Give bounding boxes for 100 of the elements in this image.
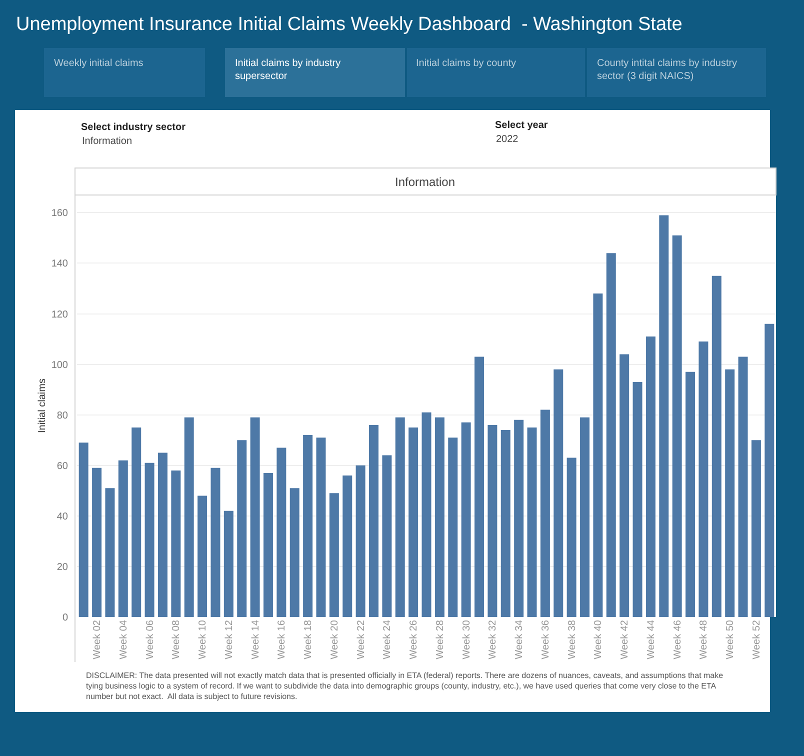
x-tick-label: Week 22 <box>356 620 367 660</box>
text: Initial claims by county <box>416 58 516 69</box>
x-tick-label: Week 16 <box>276 620 288 660</box>
bar <box>184 417 194 617</box>
y-tick-label: 100 <box>51 360 68 371</box>
text: County intital claims by industry sector (3 digit NAICS) <box>597 58 738 82</box>
bar <box>118 460 128 617</box>
bar <box>395 417 405 617</box>
x-tick-label: Week 18 <box>303 620 314 660</box>
x-tick-label: Week 32 <box>488 620 499 660</box>
y-tick-label: 0 <box>62 612 68 624</box>
x-tick-label: Week 40 <box>593 620 604 660</box>
bar <box>620 354 630 617</box>
bar <box>514 420 524 617</box>
bar <box>422 412 432 617</box>
chart-subtitle: Information <box>395 175 456 189</box>
bar <box>303 435 313 617</box>
x-tick-label: Week 34 <box>514 620 526 660</box>
bar <box>764 324 774 617</box>
bar <box>144 462 154 617</box>
x-tick-label: Week 06 <box>144 620 156 660</box>
bar <box>369 424 378 617</box>
bar <box>659 215 669 617</box>
bar <box>474 356 484 617</box>
x-tick-label: Week 48 <box>698 620 710 660</box>
bar <box>593 294 603 617</box>
y-tick-label: 80 <box>56 410 68 422</box>
text: DISCLAIMER: The data presented will not exactly match data that is presented officially in ETA (federal) reports. There are dozens of nuances, caveats, and assumptions that make tying business logic to a system of record. If we want to subdivide the data into demographic groups (county, industry, etc.), we have used queries that come very close to the ETA number but not exact. All data is subject to future revisions. <box>86 671 724 701</box>
x-tick-label: Week 14 <box>250 620 262 660</box>
x-tick-label: Week 38 <box>566 620 578 660</box>
bar <box>461 422 471 617</box>
bar <box>527 427 537 617</box>
x-tick-label: Week 46 <box>672 620 684 660</box>
bar <box>632 382 642 617</box>
bar <box>566 458 576 617</box>
bar <box>500 430 510 617</box>
bar <box>488 424 498 617</box>
bar <box>105 488 115 617</box>
x-tick-label: Week 02 <box>92 620 104 660</box>
bar <box>606 253 616 617</box>
y-tick-label: 60 <box>56 460 68 472</box>
y-tick-label: 140 <box>51 258 68 270</box>
y-tick-label: 40 <box>56 511 68 522</box>
bar <box>132 427 142 617</box>
x-tick-label: Week 26 <box>408 620 420 660</box>
bar <box>434 417 444 617</box>
bar <box>646 336 656 617</box>
x-tick-label: Week 42 <box>620 620 631 660</box>
text: Select industry sector <box>81 122 186 133</box>
bar <box>316 438 326 617</box>
y-tick-label: 160 <box>51 208 68 220</box>
bar <box>171 470 181 617</box>
bar <box>580 417 590 617</box>
x-tick-label: Week 50 <box>725 620 736 660</box>
bar <box>290 488 300 617</box>
bar <box>263 472 273 617</box>
x-tick-label: Week 36 <box>540 620 552 660</box>
bar <box>725 369 735 617</box>
bar <box>92 468 102 617</box>
x-tick-label: Week 30 <box>461 620 472 660</box>
x-tick-label: Week 24 <box>382 620 394 660</box>
text: 2022 <box>496 134 519 145</box>
bar <box>198 496 208 617</box>
text: Select year <box>495 120 548 131</box>
y-tick-label: 120 <box>51 309 68 320</box>
x-tick-label: Week 20 <box>329 620 340 660</box>
x-tick-label: Week 28 <box>434 620 446 660</box>
bar <box>540 410 550 617</box>
bar <box>158 452 168 617</box>
bar <box>448 438 458 617</box>
bar <box>698 342 708 617</box>
bar <box>738 356 748 617</box>
y-axis-title: Initial claims <box>37 378 48 433</box>
bar <box>250 417 260 617</box>
text: Weekly initial claims <box>54 58 144 69</box>
y-tick-label: 20 <box>56 562 68 573</box>
bar <box>712 276 722 617</box>
x-tick-label: Week 08 <box>171 620 182 660</box>
x-tick-label: Week 52 <box>751 620 762 660</box>
x-tick-label: Week 10 <box>198 620 209 660</box>
text: Information <box>82 136 132 147</box>
text: Initial claims by industry supersector <box>235 58 341 82</box>
bar <box>382 455 392 617</box>
x-tick-label: Week 12 <box>224 620 235 660</box>
bar <box>237 440 247 617</box>
bar <box>342 475 352 617</box>
bar <box>408 427 418 617</box>
bar <box>751 440 761 617</box>
bar <box>329 493 339 617</box>
bar <box>210 468 220 617</box>
bar <box>224 510 234 617</box>
x-tick-label: Week 44 <box>646 620 657 660</box>
x-tick-label: Week 04 <box>118 620 130 660</box>
chart-title: Unemployment Insurance Initial Claims Weekly Dashboard - Washington State <box>16 14 682 35</box>
bar <box>276 448 286 617</box>
bar <box>686 372 696 617</box>
bar <box>672 235 682 617</box>
bar <box>356 465 366 617</box>
bar <box>78 442 88 617</box>
bar <box>554 369 564 617</box>
